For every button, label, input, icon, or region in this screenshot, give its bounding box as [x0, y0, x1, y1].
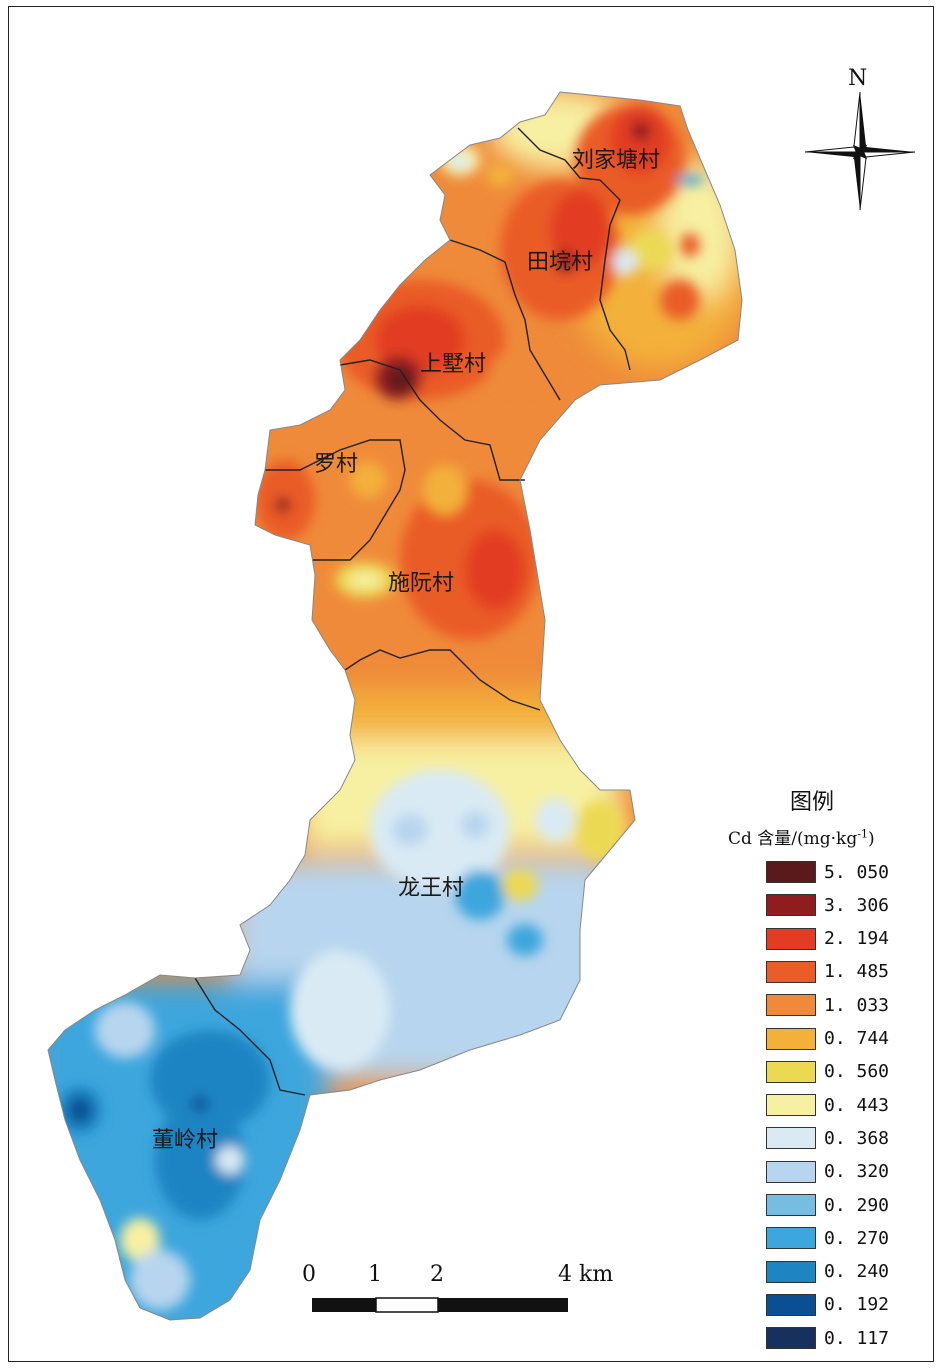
village-label-tianyuan: 田垸村	[527, 250, 594, 275]
legend-value: 2. 194	[824, 928, 890, 950]
interpolated-surface	[48, 92, 742, 1320]
legend-item: 3. 306	[766, 893, 889, 917]
legend-item: 1. 485	[766, 960, 889, 984]
legend-swatch	[766, 1027, 816, 1050]
village-boundaries	[47, 91, 743, 1321]
village-label-longwang: 龙王村	[398, 876, 465, 901]
legend-swatch	[766, 894, 816, 917]
legend-value: 0. 270	[824, 1227, 890, 1249]
scale-label-4km: 4 km	[558, 1262, 614, 1287]
village-label-dongling: 董岭村	[152, 1128, 219, 1153]
legend-item: 0. 240	[766, 1260, 889, 1284]
legend-value: 3. 306	[824, 894, 890, 916]
legend-swatch	[766, 960, 816, 983]
map-frame	[8, 6, 934, 1362]
legend-value: 0. 240	[824, 1261, 890, 1283]
legend-value: 0. 192	[824, 1294, 890, 1316]
village-label-shangshu: 上墅村	[420, 352, 487, 377]
legend-item: 0. 192	[766, 1293, 889, 1317]
legend-value: 0. 117	[824, 1327, 890, 1349]
scale-bar	[312, 1297, 568, 1313]
north-arrow-icon	[804, 91, 916, 211]
village-label-shiruan: 施阮村	[388, 571, 455, 596]
legend-swatch	[766, 1293, 816, 1316]
village-label-luocun: 罗村	[314, 452, 359, 477]
north-label: N	[848, 66, 868, 91]
legend-value: 0. 290	[824, 1194, 890, 1216]
legend-item: 0. 270	[766, 1226, 889, 1250]
legend-value: 5. 050	[824, 861, 890, 883]
legend-swatch	[766, 1127, 816, 1150]
village-label-liujiatang: 刘家塘村	[572, 148, 661, 173]
legend-value: 0. 443	[824, 1094, 890, 1116]
scale-label-0: 0	[302, 1262, 316, 1287]
legend-value: 0. 368	[824, 1127, 890, 1149]
legend-item: 0. 368	[766, 1126, 889, 1150]
legend-swatch	[766, 1260, 816, 1283]
legend-value: 1. 485	[824, 961, 890, 983]
legend-item: 2. 194	[766, 927, 889, 951]
legend-title: 图例	[790, 790, 835, 815]
legend-swatch	[766, 1160, 816, 1183]
legend-value: 0. 320	[824, 1161, 890, 1183]
scale-label-1: 1	[368, 1262, 382, 1287]
legend-value: 0. 560	[824, 1061, 890, 1083]
scale-label-2: 2	[430, 1262, 444, 1287]
legend-item: 1. 033	[766, 993, 889, 1017]
legend-item: 0. 117	[766, 1326, 889, 1350]
legend-item: 0. 443	[766, 1093, 889, 1117]
legend-item: 5. 050	[766, 860, 889, 884]
legend-swatch	[766, 1094, 816, 1117]
legend-swatch	[766, 994, 816, 1017]
legend-swatch	[766, 927, 816, 950]
legend-item: 0. 560	[766, 1060, 889, 1084]
legend-swatch	[766, 1227, 816, 1250]
legend-swatch	[766, 1194, 816, 1216]
legend-item: 0. 744	[766, 1027, 889, 1051]
legend-swatch	[766, 861, 816, 883]
legend-swatch	[766, 1060, 816, 1083]
legend-value: 1. 033	[824, 994, 890, 1016]
legend-value: 0. 744	[824, 1028, 890, 1049]
legend-unit: Cd 含量/(mg·kg-1)	[728, 827, 875, 849]
legend-swatch	[766, 1327, 816, 1350]
legend-item: 0. 290	[766, 1193, 889, 1217]
legend-item: 0. 320	[766, 1160, 889, 1184]
